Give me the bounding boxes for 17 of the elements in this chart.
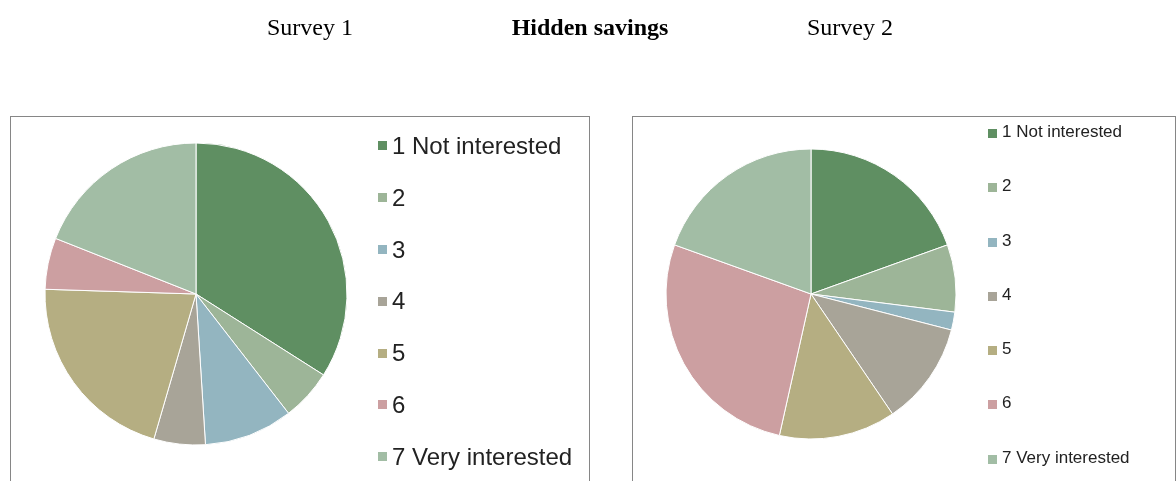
chart-title: Survey 1: [266, 14, 354, 41]
legend-label: 7 Very interested: [1002, 447, 1130, 468]
legend-label: 2: [1002, 176, 1012, 196]
legend-label: 3: [1002, 230, 1012, 251]
legend-label: 4: [392, 287, 406, 315]
legend-label: 6: [1002, 393, 1012, 414]
legend-label: 4: [1002, 284, 1012, 305]
legend-label: 5: [1002, 339, 1012, 359]
legend-label: 6: [392, 390, 406, 419]
legend-label: 1 Not interested: [392, 132, 562, 160]
legend-label: 2: [392, 183, 406, 212]
legend-label: 1 Not interested: [1002, 122, 1123, 142]
legend-label: 3: [392, 235, 406, 263]
legend-label: 7 Very interested: [392, 442, 573, 471]
legend-label: 5: [392, 339, 406, 367]
chart-title: Survey 2: [806, 14, 894, 41]
text: Hidden savings: [510, 14, 670, 41]
